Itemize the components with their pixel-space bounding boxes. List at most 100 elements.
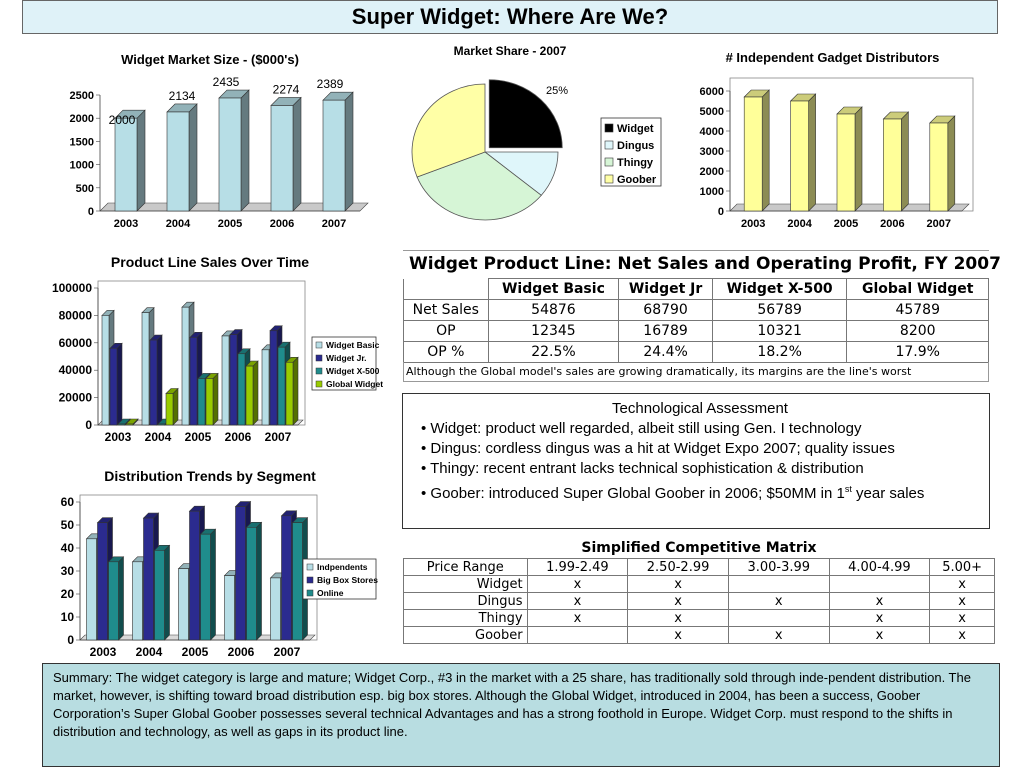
legend-swatch	[604, 157, 614, 167]
market-size-chart-title: Widget Market Size - ($000's)	[121, 52, 299, 67]
legend-box	[311, 336, 377, 391]
pie-slice-thingy	[416, 151, 542, 221]
y-tick-label: 0	[88, 206, 94, 218]
legend-label: Dingus	[617, 140, 654, 152]
legend-label: Online	[317, 588, 344, 598]
net-sales-table: Widget Basic Widget Jr Widget X-500 Global …	[403, 278, 989, 363]
bar-2003-widget-jr-	[109, 342, 123, 426]
row-label: Thingy	[403, 609, 528, 627]
y-tick-label: 40000	[59, 363, 93, 377]
legend: Widget Basic Widget Jr. Widget X-500 Global…	[311, 336, 383, 391]
bar-2005-global-widget	[205, 372, 219, 426]
net-sales-note: Although the Global model's sales are gr…	[403, 362, 989, 382]
table-row: Dingus x x x x x	[403, 592, 995, 610]
page-title: Super Widget: Where Are We?	[22, 0, 998, 34]
y-tick-label: 10	[61, 610, 75, 624]
y-tick-label: 60000	[59, 336, 93, 350]
matrix-cell: x	[526, 592, 629, 610]
data-label: 2389	[317, 77, 344, 91]
x-tick-label: 2003	[105, 430, 132, 444]
distribution-trends-chart: 0 10 20 30 40 50 60 2003 2004 2005 2006 2007 Indpend…	[61, 494, 378, 659]
bar-2006-global-widget	[245, 360, 259, 426]
column-header: 3.00-3.99	[727, 558, 830, 576]
table-cell: 68790	[618, 299, 713, 321]
bar-2003	[743, 89, 770, 212]
distributors-chart: 0 1000 2000 3000 4000 5000 6000 2003 2004 2005 200…	[700, 77, 974, 230]
row-label: Dingus	[403, 592, 528, 610]
data-label: 2000	[109, 113, 136, 127]
bar-2006-front	[883, 118, 902, 212]
bar-2007-global-widget	[285, 356, 299, 426]
legend-label: Widget Basic	[326, 340, 380, 350]
bar-2005-indpendents-front	[178, 568, 189, 641]
bar-2005-big-box-stores-front	[189, 510, 200, 641]
bar-2004	[789, 93, 817, 212]
bar-2004-widget-x-500-front	[157, 423, 166, 426]
legend-label: Thingy	[617, 157, 654, 169]
table-cell: 24.4%	[618, 341, 713, 363]
legend-swatch	[306, 563, 314, 571]
table-cell: 17.9%	[846, 341, 989, 363]
legend-label: Widget	[617, 123, 654, 135]
bar-2005-widget-jr--front	[189, 337, 198, 426]
table-cell: 10321	[711, 320, 848, 342]
bar-2005-side	[240, 89, 250, 212]
bar-2004-global-widget-side	[172, 387, 179, 426]
matrix-cell: x	[929, 575, 995, 593]
legend-swatch	[315, 341, 323, 349]
row-label: Goober	[403, 626, 528, 644]
net-sales-table-title: Widget Product Line: Net Sales and Opera…	[403, 250, 1001, 276]
bar-2004-online	[153, 544, 171, 641]
bar-2003-widget-x-500-front	[117, 423, 126, 426]
y-tick-label: 0	[67, 633, 74, 647]
bar-2006-side	[901, 111, 909, 212]
bar-2006-online-front	[246, 526, 257, 641]
bar-2004-front	[790, 100, 809, 212]
bar-2006-big-box-stores-front	[235, 506, 246, 641]
x-tick-label: 2004	[166, 218, 191, 230]
x-tick-label: 2004	[787, 218, 812, 230]
matrix-cell: x	[627, 575, 729, 593]
bar-2007-side	[947, 115, 956, 212]
bar-2004-widget-basic-front	[141, 312, 150, 426]
legend-label: Widget X-500	[326, 366, 380, 376]
bar-2007-online-front	[292, 522, 303, 641]
table-cell: 45789	[846, 299, 989, 321]
x-tick-label: 2006	[270, 218, 294, 230]
bar-2006-widget-x-500-front	[237, 353, 246, 426]
tech-item-goober: • Goober: introduced Super Global Goober…	[421, 479, 979, 504]
y-tick-label: 1000	[700, 186, 724, 198]
matrix-cell: x	[929, 609, 995, 627]
bar-2007-global-widget-side	[292, 356, 299, 426]
bar-2003-front	[114, 117, 138, 212]
x-tick-label: 2006	[228, 645, 255, 659]
market-size-chart: 0 500 1000 1500 2000 2500 2003 2000 2004 2134 2005…	[70, 75, 369, 230]
matrix-cell: x	[929, 626, 995, 644]
y-tick-label: 2500	[70, 90, 94, 102]
bar-2003-widget-basic-front	[101, 315, 110, 426]
matrix-cell	[727, 609, 830, 627]
matrix-cell: x	[828, 626, 931, 644]
bar-2003-global-widget	[125, 418, 139, 426]
matrix-cell	[727, 575, 830, 593]
distribution-trends-chart-title: Distribution Trends by Segment	[104, 468, 316, 484]
legend-label: Global Widget	[326, 379, 383, 389]
bar-2005	[836, 106, 863, 212]
market-share-chart: 25% Widget Dingus Thingy Goober	[411, 79, 662, 221]
matrix-cell: x	[828, 592, 931, 610]
table-cell: 22.5%	[487, 341, 620, 363]
table-cell: 16789	[618, 320, 713, 342]
legend-swatch	[604, 174, 614, 184]
bar-2004-front	[166, 111, 190, 212]
y-tick-label: 2000	[700, 166, 724, 178]
y-tick-label: 20	[61, 587, 75, 601]
bar-2003-global-widget-front	[125, 423, 134, 426]
legend-swatch	[315, 380, 323, 388]
y-tick-label: 50	[61, 518, 75, 532]
market-share-chart-title: Market Share - 2007	[453, 44, 567, 58]
bar-2006	[882, 111, 910, 212]
bar-2007-big-box-stores-front	[281, 515, 292, 641]
bar-2007-global-widget-front	[285, 361, 294, 426]
matrix-cell: x	[929, 592, 995, 610]
x-tick-label: 2007	[927, 218, 951, 230]
